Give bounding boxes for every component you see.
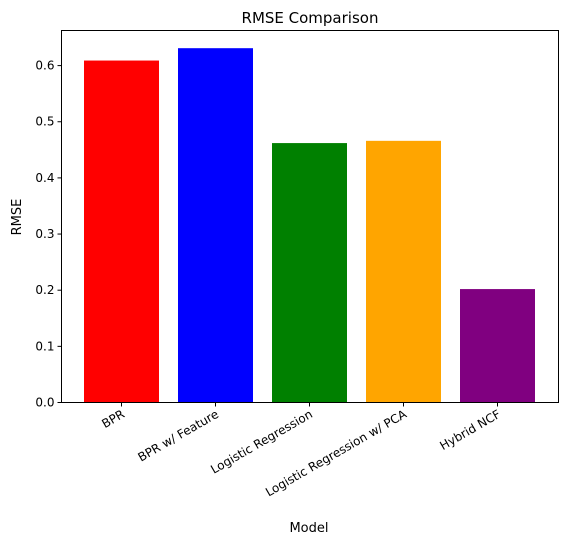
bars-layer — [84, 48, 535, 403]
y-tick-label: 0.5 — [35, 115, 54, 129]
y-tick-label: 0.6 — [35, 59, 54, 73]
bar-hybrid-ncf — [460, 289, 535, 403]
y-tick-label: 0.1 — [35, 339, 54, 353]
y-axis: 0.0 0.1 0.2 0.3 0.4 0.5 0.6 — [35, 59, 62, 410]
y-axis-label: RMSE — [10, 199, 25, 236]
chart-title: RMSE Comparison — [242, 9, 379, 27]
y-tick-label: 0.0 — [35, 396, 54, 410]
bar-logistic-regression — [272, 143, 347, 403]
x-axis-label: Model — [289, 521, 328, 536]
y-tick-label: 0.3 — [35, 227, 54, 241]
y-tick-label: 0.2 — [35, 283, 54, 297]
bar-bpr — [84, 60, 159, 403]
bar-logistic-regression-w-pca — [366, 140, 441, 403]
bar-bpr-w-feature — [178, 48, 253, 403]
y-tick-label: 0.4 — [35, 171, 54, 185]
plot-frame — [61, 30, 559, 403]
